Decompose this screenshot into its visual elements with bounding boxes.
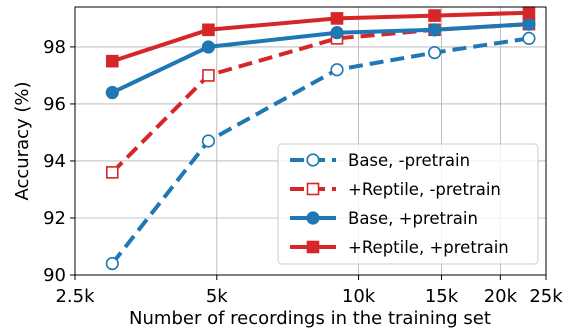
legend-entry: +Reptile, -pretrain — [290, 180, 501, 199]
axis-ticks: 2.5k 5k 10k 15k 20k 25k 90 92 94 96 98 — [43, 37, 563, 307]
data-point — [427, 46, 442, 60]
data-point — [330, 26, 344, 40]
legend-swatch-marker — [306, 240, 320, 254]
data-point — [201, 134, 216, 148]
data-point — [105, 256, 119, 271]
x-tick-label: 15k — [425, 286, 459, 307]
series-4 — [105, 6, 536, 68]
series-3 — [105, 17, 536, 100]
x-tick-label: 2.5k — [55, 286, 95, 307]
series-layer — [105, 6, 536, 271]
plot-frame — [74, 6, 547, 276]
legend-swatch-marker — [306, 211, 320, 225]
legend-label: Base, -pretrain — [348, 151, 470, 170]
data-point — [522, 17, 536, 31]
data-point — [427, 23, 442, 37]
legend-label: +Reptile, +pretrain — [348, 238, 509, 257]
y-tick-label: 92 — [43, 208, 66, 229]
legend-entry: +Reptile, +pretrain — [290, 238, 509, 257]
x-tick-label: 25k — [529, 286, 563, 307]
x-tick-label: 20k — [484, 286, 518, 307]
data-point — [522, 31, 536, 45]
legend-entry: Base, -pretrain — [290, 151, 470, 170]
data-point — [105, 166, 119, 179]
data-point — [202, 69, 215, 82]
data-point — [105, 85, 119, 100]
x-tick-label: 5k — [206, 286, 228, 307]
legend-swatch-marker — [306, 153, 320, 167]
y-tick-label: 96 — [43, 94, 66, 115]
legend-entry: Base, +pretrain — [290, 209, 478, 228]
y-axis-label: Accuracy (%) — [12, 81, 33, 200]
y-tick-label: 90 — [43, 265, 66, 286]
data-point — [330, 63, 344, 77]
y-tick-label: 98 — [43, 37, 66, 58]
legend-label: +Reptile, -pretrain — [348, 180, 501, 199]
legend-swatch-marker — [306, 182, 320, 196]
data-point — [330, 12, 344, 25]
data-point — [428, 9, 441, 22]
data-point — [201, 40, 216, 54]
legend: Base, -pretrain +Reptile, -pretrain Base, … — [277, 143, 539, 265]
legend-label: Base, +pretrain — [348, 209, 478, 228]
data-point — [522, 6, 536, 20]
data-point — [202, 23, 215, 37]
x-axis-label: Number of recordings in the training set — [129, 308, 491, 329]
series-1 — [105, 31, 536, 271]
data-point — [105, 54, 119, 68]
x-tick-label: 10k — [342, 286, 376, 307]
legend-frame — [277, 143, 539, 265]
y-tick-label: 94 — [43, 151, 66, 172]
